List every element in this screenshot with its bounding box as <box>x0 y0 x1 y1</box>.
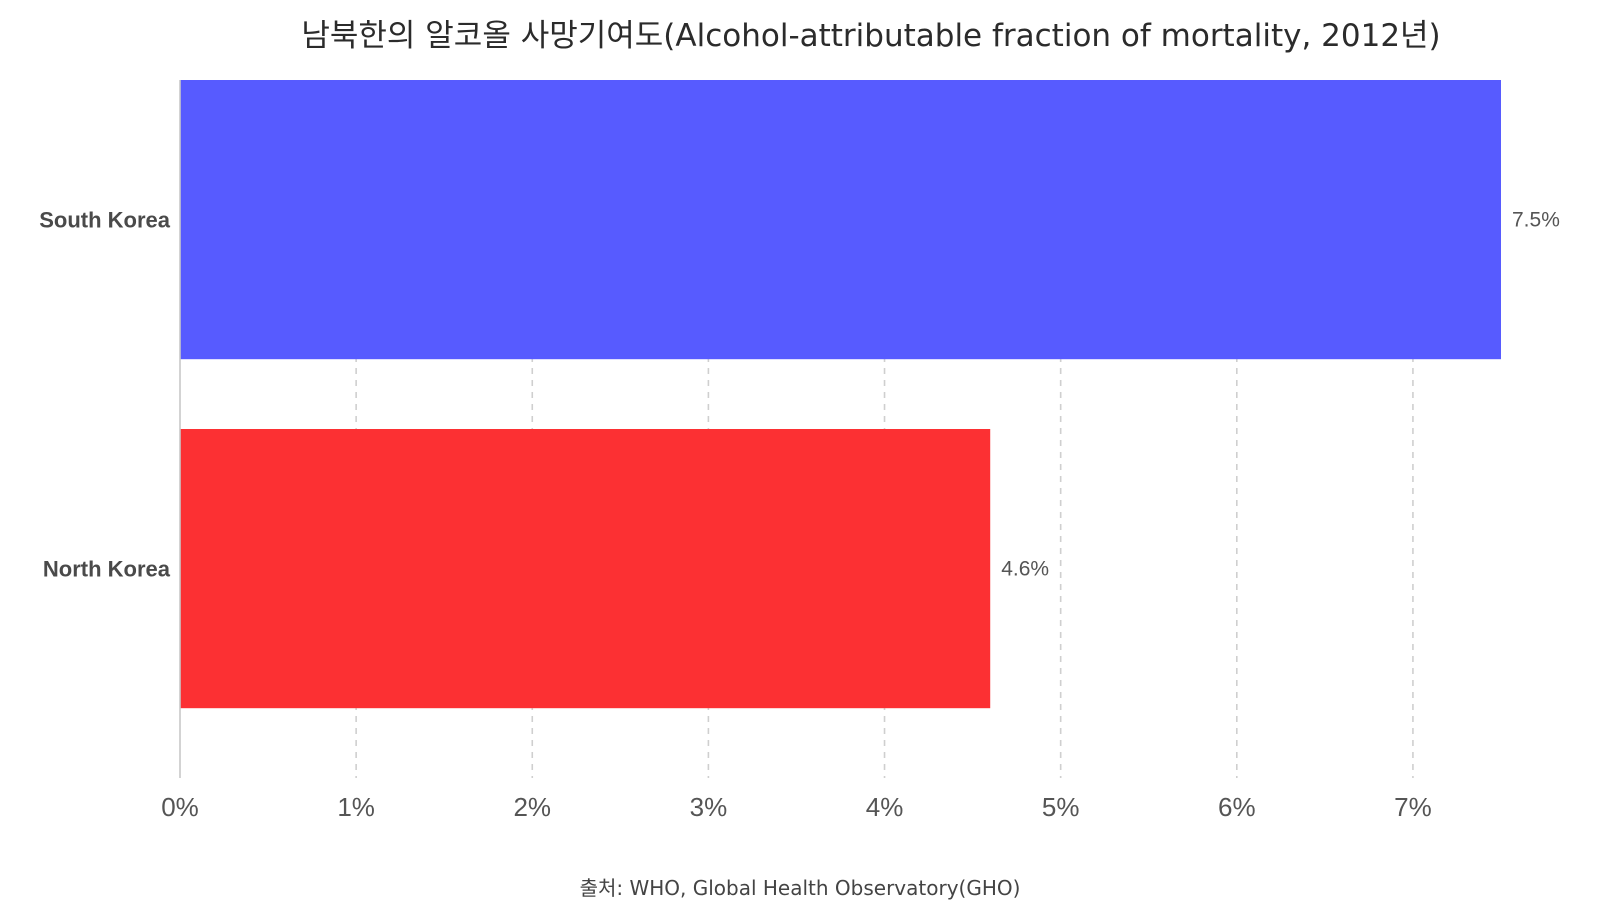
x-tick-label: 0% <box>161 792 199 822</box>
chart-title: 남북한의 알코올 사망기여도(Alcohol-attributable frac… <box>301 18 1440 54</box>
x-tick-label: 2% <box>513 792 551 822</box>
source-note: 출처: WHO, Global Health Observatory(GHO) <box>580 876 1021 900</box>
bar-north-korea <box>180 429 991 709</box>
x-tick-label: 1% <box>337 792 375 822</box>
x-axis-ticks: 0% 1% 2% 3% 4% 5% 6% 7% <box>161 792 1432 822</box>
category-label: South Korea <box>39 208 171 233</box>
x-tick-label: 3% <box>690 792 728 822</box>
value-label: 7.5% <box>1512 209 1560 232</box>
x-tick-label: 5% <box>1042 792 1080 822</box>
bar-south-korea <box>180 80 1501 360</box>
category-label: North Korea <box>43 557 171 582</box>
value-label: 4.6% <box>1001 558 1049 581</box>
bars <box>180 80 1501 709</box>
x-tick-label: 6% <box>1218 792 1256 822</box>
labels: South Korea 7.5% North Korea 4.6% <box>39 208 1560 582</box>
x-tick-label: 7% <box>1394 792 1432 822</box>
x-tick-label: 4% <box>866 792 904 822</box>
